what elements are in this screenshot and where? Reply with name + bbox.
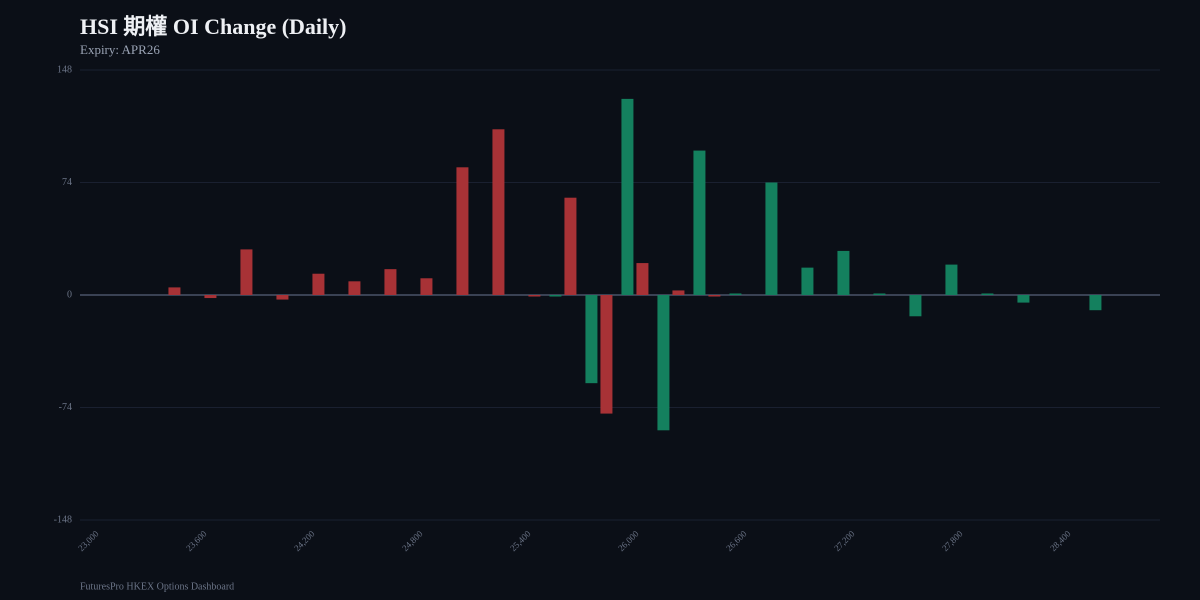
chart-title: HSI 期權 OI Change (Daily) <box>80 14 346 39</box>
bar <box>1089 295 1102 311</box>
bar <box>621 98 634 295</box>
bar <box>312 273 325 295</box>
bar <box>636 263 649 295</box>
bar <box>528 295 541 297</box>
bar <box>240 249 253 295</box>
bar <box>348 281 361 295</box>
footer: FuturesPro HKEX Options Dashboard <box>80 581 234 592</box>
bar <box>837 250 850 295</box>
y-tick-label: 74 <box>62 177 72 188</box>
y-tick-label: -148 <box>54 514 72 525</box>
bar <box>204 295 217 299</box>
bar <box>168 287 181 295</box>
bar <box>420 278 433 295</box>
y-tick-label: 148 <box>57 64 72 75</box>
bar <box>564 197 577 295</box>
bar <box>384 269 397 295</box>
bar <box>909 295 922 317</box>
chart-subtitle: Expiry: APR26 <box>80 42 160 57</box>
bar <box>657 295 670 431</box>
bar <box>873 293 886 295</box>
bar <box>672 290 685 295</box>
y-tick-label: -74 <box>59 402 72 413</box>
bar <box>456 167 469 295</box>
bar <box>492 129 505 295</box>
bar <box>801 267 814 295</box>
bar <box>1017 295 1030 303</box>
bar <box>729 293 742 295</box>
bar <box>981 293 994 295</box>
bar <box>693 150 706 295</box>
bar <box>276 295 289 300</box>
bar <box>585 295 598 384</box>
bar <box>600 295 613 414</box>
bar <box>945 264 958 295</box>
bar <box>549 295 562 297</box>
bar <box>765 182 778 295</box>
y-tick-label: 0 <box>67 289 72 300</box>
bar <box>708 295 721 297</box>
